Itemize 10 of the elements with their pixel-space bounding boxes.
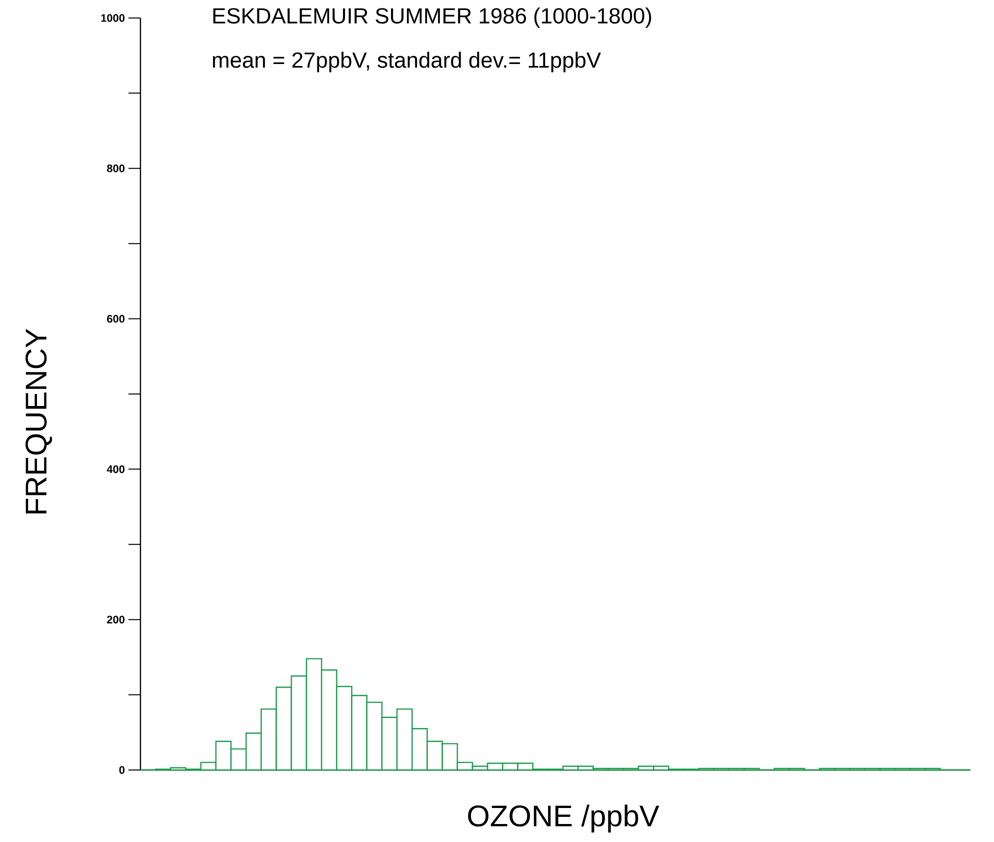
- y-tick-label: 400: [106, 465, 124, 474]
- y-tick-label: 800: [107, 164, 124, 172]
- chart-title: ESKDALEMUIR SUMMER 1986 (1000-1800): [213, 8, 652, 28]
- y-tick-label: 600: [107, 314, 124, 323]
- y-tick-label: 0: [119, 766, 124, 774]
- x-axis-title: OZONE /ppbV: [468, 804, 660, 832]
- text: mean = 27ppbV, standard dev.= 11ppbV: [212, 52, 601, 72]
- y-tick-label: 200: [107, 616, 124, 624]
- y-axis-title: FREQUENCY: [26, 328, 52, 514]
- y-tick-label: 1000: [101, 14, 124, 22]
